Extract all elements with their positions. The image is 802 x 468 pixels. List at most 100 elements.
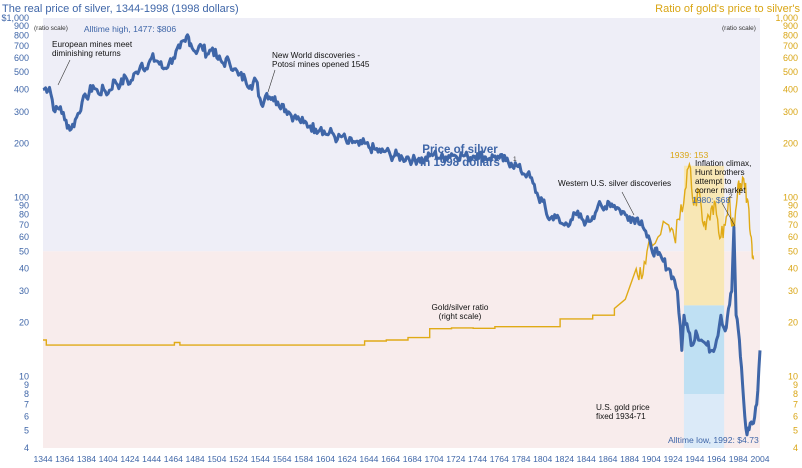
footnote-2: 2 [729, 193, 733, 200]
gold-fixed-band-gold [683, 165, 725, 306]
left-tick-label: 100 [14, 192, 29, 202]
left-tick-label: 20 [19, 318, 29, 328]
upper-band [43, 18, 760, 252]
left-tick-label: 4 [24, 443, 29, 453]
lower-band [43, 251, 760, 448]
alltime-high-label: Alltime high, 1477: $806 [84, 24, 176, 34]
x-tick-label: 1424 [120, 454, 139, 464]
left-tick-label: 5 [24, 426, 29, 436]
x-tick-label: 1624 [338, 454, 357, 464]
right-tick-label: 1,000 [775, 13, 798, 23]
european-mines-label-1: European mines meet [52, 40, 133, 49]
right-tick-label: 20 [788, 318, 798, 328]
right-tick-label: 9 [793, 380, 798, 390]
left-tick-label: 500 [14, 67, 29, 77]
right-tick-label: 100 [783, 192, 798, 202]
x-tick-label: 1804 [533, 454, 552, 464]
left-title: The real price of silver, 1344-1998 (199… [2, 3, 239, 15]
ratio-label-2: (right scale) [439, 312, 482, 321]
x-tick-label: 1664 [381, 454, 400, 464]
left-tick-label: 80 [19, 210, 29, 220]
x-tick-label: 1744 [468, 454, 487, 464]
alltime-low-label: Alltime low, 1992: $4.73 [668, 435, 759, 445]
gold-silver-ratio-line [43, 161, 755, 346]
left-tick-label: 6 [24, 411, 29, 421]
right-scale-note: (ratio scale) [722, 25, 756, 32]
x-tick-label: 2004 [750, 454, 769, 464]
x-tick-label: 1504 [207, 454, 226, 464]
left-tick-label: 900 [14, 21, 29, 31]
right-tick-label: 600 [783, 53, 798, 63]
right-tick-label: 6 [793, 411, 798, 421]
inflation-label-2: Hunt brothers [695, 168, 745, 177]
x-tick-label: 1984 [729, 454, 748, 464]
left-tick-label: 90 [19, 201, 29, 211]
new-world-label-2: Potosí mines opened 1545 [272, 60, 370, 69]
x-tick-label: 1884 [620, 454, 639, 464]
gold-fixed-band-light [683, 394, 725, 448]
x-tick-label: 1724 [446, 454, 465, 464]
right-tick-label: 500 [783, 67, 798, 77]
left-tick-label: 800 [14, 30, 29, 40]
left-tick-label: 60 [19, 232, 29, 242]
footnote-1: 1 [513, 156, 517, 163]
x-tick-label: 1544 [251, 454, 270, 464]
left-tick-label: 30 [19, 286, 29, 296]
x-tick-label: 1824 [555, 454, 574, 464]
right-tick-label: 30 [788, 286, 798, 296]
right-tick-label: 7 [793, 399, 798, 409]
x-tick-label: 1644 [359, 454, 378, 464]
inflation-label-3: attempt to [695, 177, 732, 186]
left-tick-label: 10 [19, 372, 29, 382]
x-tick-label: 1384 [77, 454, 96, 464]
x-tick-label: 1404 [99, 454, 118, 464]
x-tick-label: 1924 [664, 454, 683, 464]
left-tick-label: 9 [24, 380, 29, 390]
left-tick-label: 700 [14, 41, 29, 51]
right-tick-label: 60 [788, 232, 798, 242]
right-tick-label: 800 [783, 30, 798, 40]
x-tick-label: 1964 [707, 454, 726, 464]
right-title: Ratio of gold's price to silver's [655, 3, 800, 15]
left-tick-label: 40 [19, 264, 29, 274]
right-tick-label: 4 [793, 443, 798, 453]
x-tick-label: 1904 [642, 454, 661, 464]
left-tick-label: 300 [14, 107, 29, 117]
right-tick-label: 900 [783, 21, 798, 31]
left-tick-label: 50 [19, 246, 29, 256]
new-world-label-1: New World discoveries - [272, 51, 360, 60]
ratio-label-1: Gold/silver ratio [432, 303, 489, 312]
right-tick-label: 300 [783, 107, 798, 117]
x-tick-label: 1944 [685, 454, 704, 464]
ratio-1939-label: 1939: 153 [670, 150, 708, 160]
european-mines-label-2: diminishing returns [52, 49, 121, 58]
x-tick-label: 1344 [33, 454, 52, 464]
x-tick-label: 1484 [186, 454, 205, 464]
annotation-leaders [57, 59, 736, 227]
x-tick-label: 1584 [294, 454, 313, 464]
inflation-label-1: Inflation climax, [695, 159, 751, 168]
right-tick-label: 8 [793, 389, 798, 399]
right-tick-label: 700 [783, 41, 798, 51]
x-tick-label: 1684 [403, 454, 422, 464]
x-tick-label: 1604 [316, 454, 335, 464]
x-tick-label: 1864 [598, 454, 617, 464]
right-tick-label: 5 [793, 426, 798, 436]
western-us-label: Western U.S. silver discoveries [558, 179, 671, 188]
x-tick-label: 1444 [142, 454, 161, 464]
left-tick-label: $1,000 [1, 13, 29, 23]
x-tick-label: 1464 [164, 454, 183, 464]
left-tick-label: 400 [14, 84, 29, 94]
right-tick-label: 400 [783, 84, 798, 94]
left-scale-note: (ratio scale) [34, 25, 68, 32]
x-axis-ticks: 1344 1364 1384 1404 1424 1444 1464 1484 1504 1524… [33, 454, 769, 464]
x-tick-label: 1704 [425, 454, 444, 464]
right-tick-label: 70 [788, 220, 798, 230]
silver-price-line [42, 33, 762, 437]
inflation-label-4: corner market [695, 186, 746, 195]
silver-1980-label: 1980: $68 [692, 195, 730, 205]
x-tick-label: 1524 [229, 454, 248, 464]
